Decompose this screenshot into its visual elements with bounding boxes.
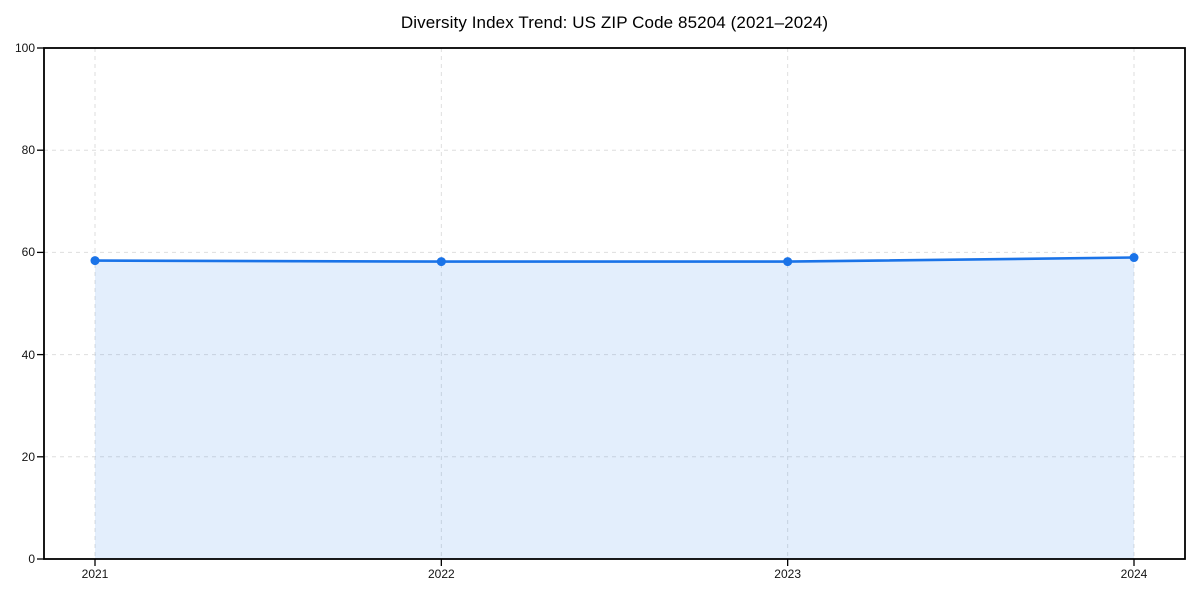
y-tick-label: 40	[21, 347, 35, 362]
area-fill	[95, 257, 1134, 559]
chart-title: Diversity Index Trend: US ZIP Code 85204…	[400, 13, 829, 32]
data-point-marker	[436, 257, 446, 267]
data-point-marker	[1129, 253, 1139, 263]
x-tick-label: 2021	[81, 567, 109, 581]
trend-line	[93, 256, 1136, 263]
y-tick-label: 100	[14, 41, 35, 55]
plot-border	[43, 47, 1186, 560]
y-tick-label: 60	[21, 245, 35, 260]
x-tick-label: 2024	[1120, 567, 1148, 581]
data-point-marker	[90, 256, 100, 266]
plot-area	[37, 47, 1186, 566]
y-tick-label: 0	[28, 552, 35, 566]
x-tick-label: 2022	[427, 567, 455, 581]
y-tick-label: 20	[21, 449, 35, 464]
data-point-marker	[783, 257, 793, 267]
y-tick-label: 80	[21, 143, 35, 158]
x-tick-label: 2023	[774, 567, 801, 581]
